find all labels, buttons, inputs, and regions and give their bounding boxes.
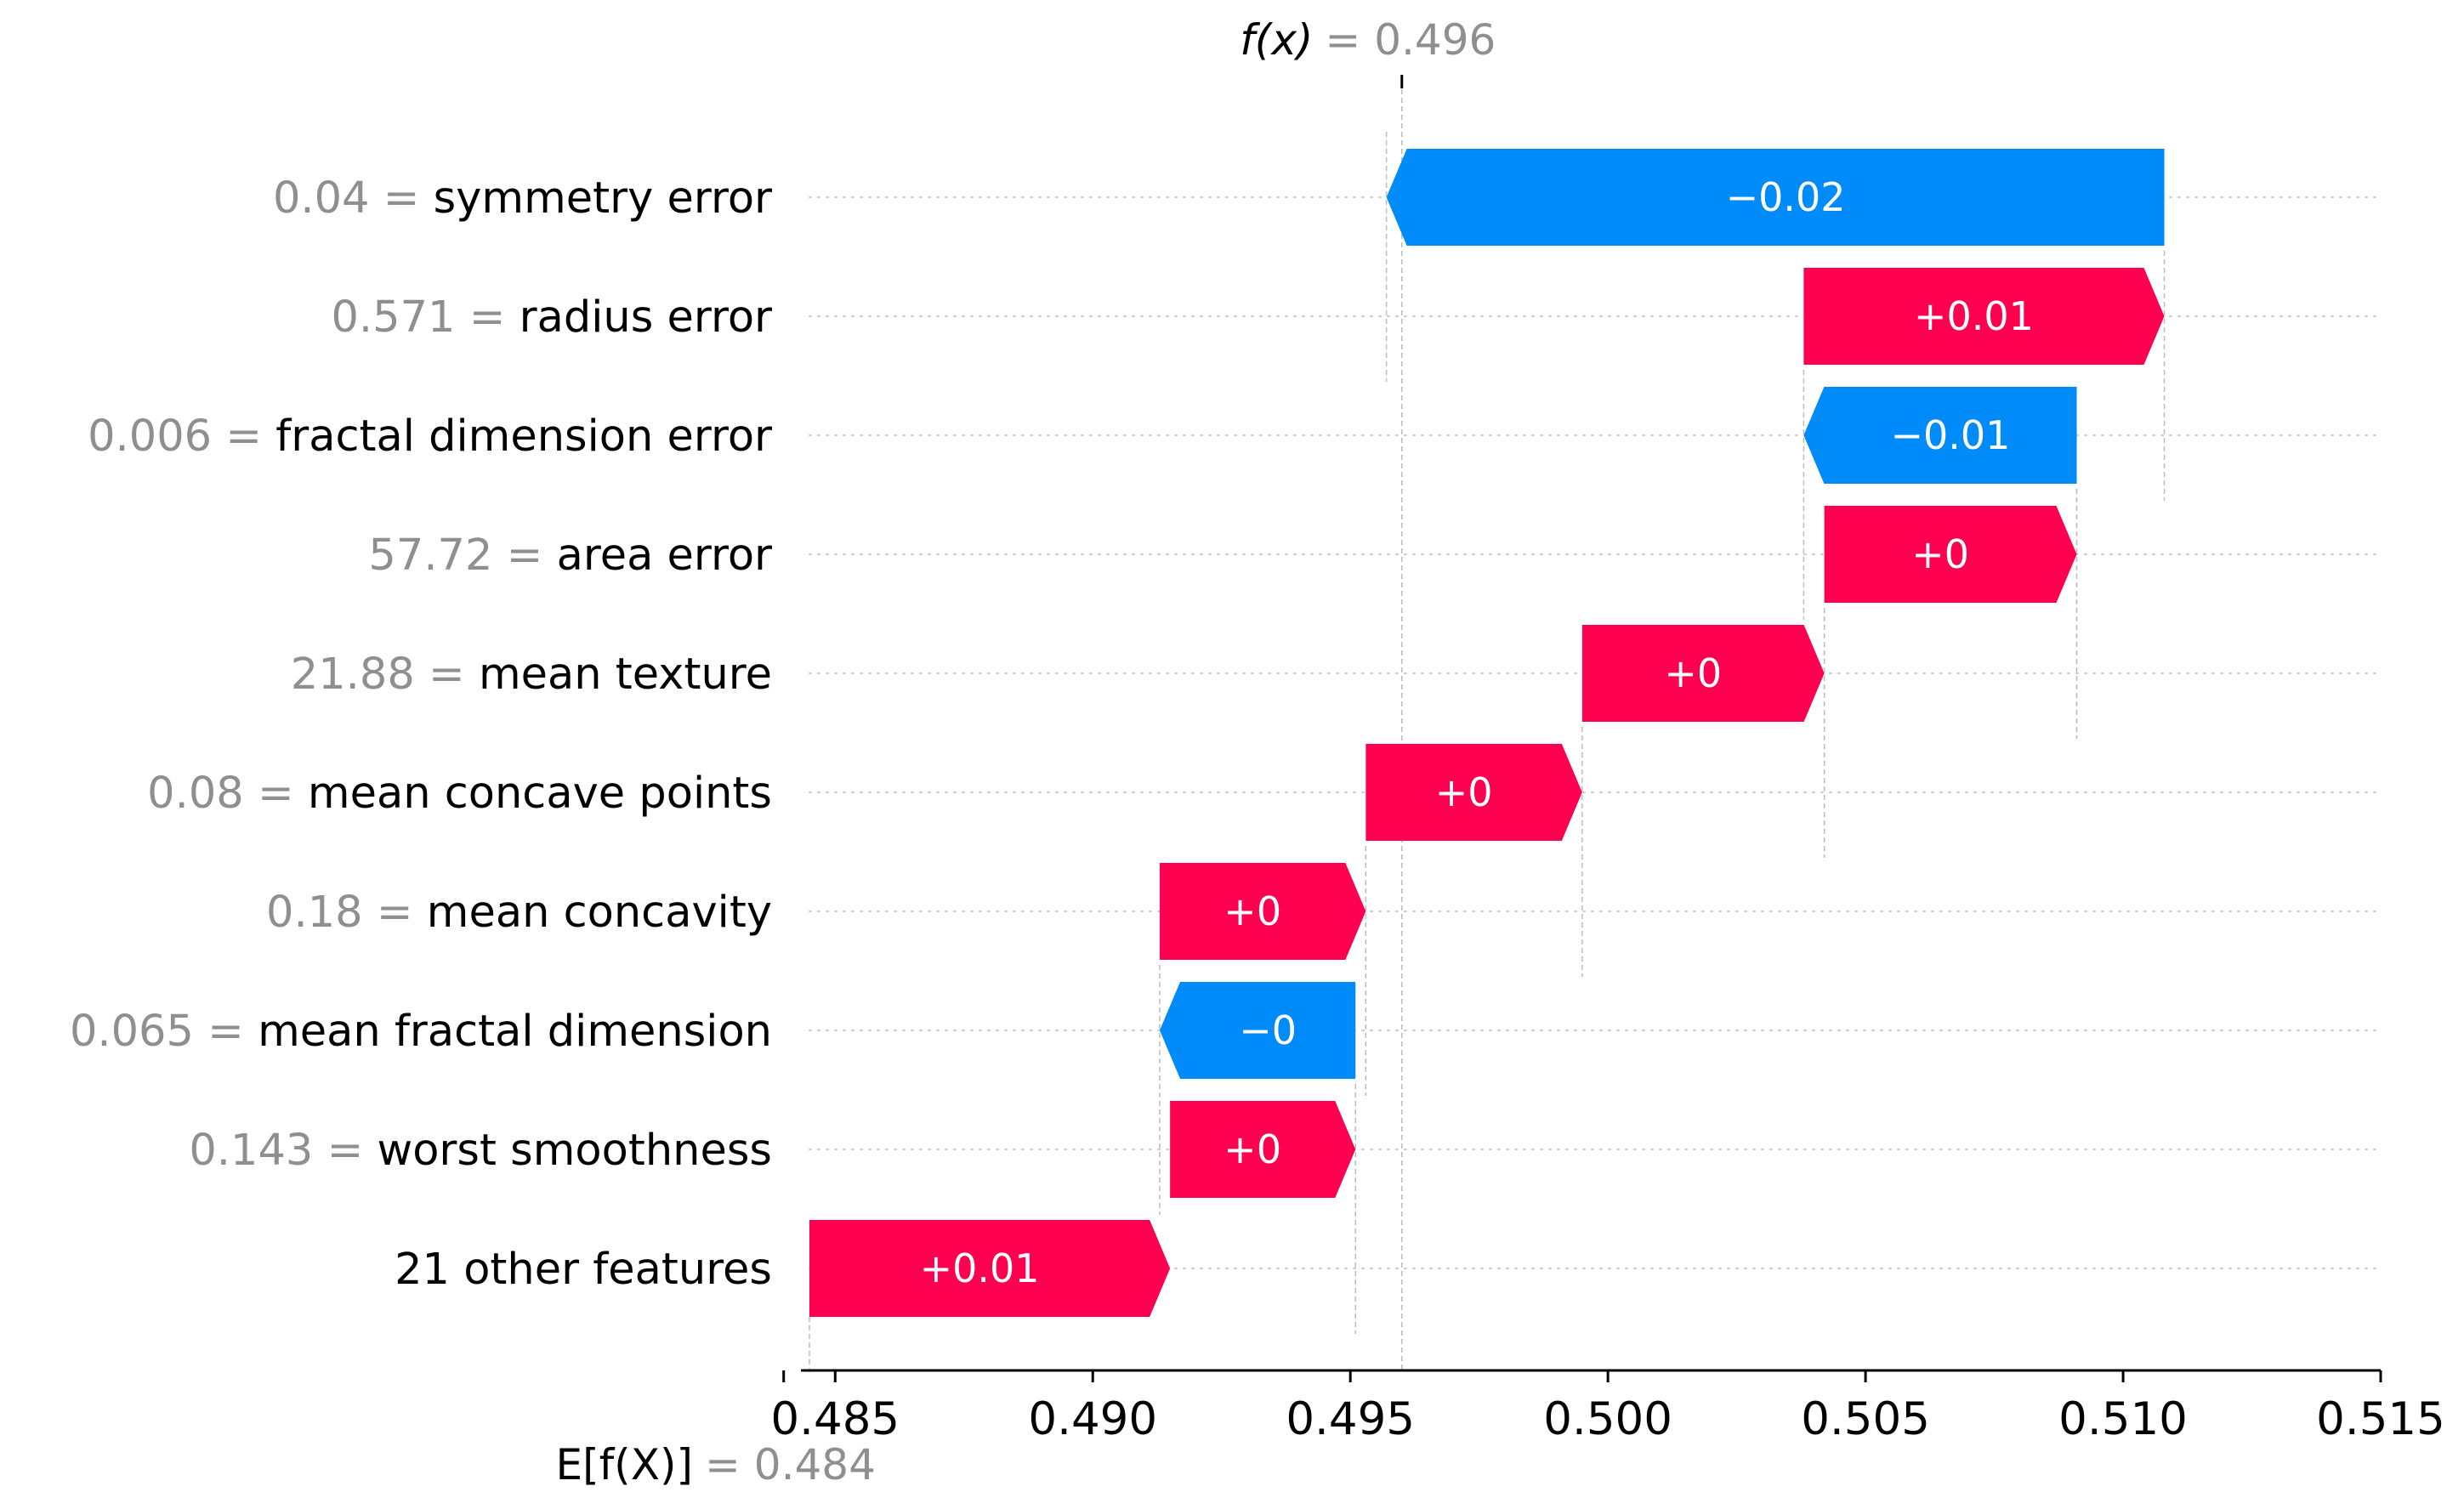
bar-value-label: −0 — [1239, 1007, 1297, 1053]
bar-value-label: +0 — [1435, 769, 1493, 815]
feature-value: 0.04 — [273, 173, 370, 224]
feature-label: 21 other features — [395, 1245, 772, 1295]
feature-labels: 0.04 = symmetry error 0.571 = radius erro… — [70, 173, 772, 1295]
feature-label: 0.04 = symmetry error — [273, 173, 772, 224]
equals-sign: = — [492, 530, 556, 581]
equals-sign: = — [456, 292, 519, 343]
feature-value: 57.72 — [368, 530, 492, 581]
feature-name: area error — [557, 530, 772, 581]
feature-label: 0.006 = fractal dimension error — [88, 411, 772, 462]
feature-label: 0.143 = worst smoothness — [189, 1126, 772, 1176]
bar-value-label: −0.02 — [1726, 174, 1846, 220]
feature-name: mean texture — [479, 650, 772, 700]
x-tick-label: 0.495 — [1286, 1393, 1415, 1445]
x-tick-label: 0.490 — [1028, 1393, 1157, 1445]
feature-label: 0.18 = mean concavity — [266, 888, 772, 938]
output-value-annotation: f(x) = 0.496 — [1240, 15, 1496, 65]
feature-name: mean fractal dimension — [258, 1007, 772, 1057]
feature-name: 21 other features — [395, 1245, 772, 1295]
base-value-annotation: E[f(X)] = 0.484 — [555, 1440, 875, 1489]
x-axis: 0.485 0.490 0.495 0.500 0.505 0.510 0.515 — [770, 1369, 2445, 1445]
feature-label: 21.88 = mean texture — [291, 650, 772, 700]
feature-name: radius error — [519, 292, 772, 343]
bar-value-label: +0 — [1223, 888, 1281, 934]
x-tick-label: 0.500 — [1543, 1393, 1672, 1445]
waterfall-bar — [1160, 982, 1356, 1079]
waterfall-bar — [1803, 387, 2077, 484]
guide-layer — [809, 81, 2166, 1370]
bar-value-label: +0 — [1911, 531, 1969, 577]
bar-value-label: +0 — [1664, 650, 1722, 696]
feature-name: symmetry error — [434, 173, 772, 224]
x-tick-label: 0.510 — [2058, 1393, 2188, 1445]
feature-value: 0.065 — [70, 1007, 194, 1057]
x-tick-label: 0.485 — [770, 1393, 900, 1445]
waterfall-bar — [1803, 268, 2165, 365]
equals-sign: = — [313, 1126, 377, 1176]
equals-sign: = — [194, 1007, 258, 1057]
bar-value-label: +0.01 — [1914, 293, 2034, 339]
x-tick-label: 0.505 — [1801, 1393, 1930, 1445]
equals-sign: = — [415, 650, 479, 700]
feature-name: fractal dimension error — [275, 411, 772, 462]
bar-value-label: +0 — [1223, 1126, 1281, 1172]
waterfall-bar — [1160, 863, 1366, 960]
feature-value: 21.88 — [291, 650, 415, 700]
waterfall-bar — [1581, 625, 1825, 722]
equals-sign: = — [244, 769, 308, 819]
feature-value: 0.08 — [147, 769, 244, 819]
feature-value: 0.006 — [88, 411, 212, 462]
base-value: = 0.484 — [705, 1440, 876, 1489]
waterfall-bar — [1386, 149, 2165, 246]
feature-label: 0.571 = radius error — [331, 292, 772, 343]
bar-layer: −0.02 +0.01 −0.01 +0 +0 +0 +0 −0 +0 +0.01 — [809, 149, 2165, 1317]
waterfall-bar — [1824, 506, 2077, 603]
annotations: f(x) = 0.496 E[f(X)] = 0.484 — [555, 15, 1496, 1489]
x-tick-label: 0.515 — [2316, 1393, 2445, 1445]
feature-value: 0.143 — [189, 1126, 313, 1176]
bar-value-label: −0.01 — [1890, 412, 2010, 458]
feature-name: worst smoothness — [378, 1126, 772, 1176]
feature-value: 0.18 — [266, 888, 363, 938]
bar-value-label: +0.01 — [920, 1245, 1040, 1291]
waterfall-bar — [1365, 744, 1582, 841]
equals-sign: = — [370, 173, 434, 224]
feature-label: 0.08 = mean concave points — [147, 769, 772, 819]
feature-name: mean concavity — [427, 888, 772, 938]
feature-name: mean concave points — [308, 769, 772, 819]
waterfall-bar — [1170, 1101, 1356, 1198]
equals-sign: = — [363, 888, 427, 938]
output-label: f(x) — [1240, 15, 1313, 65]
feature-label: 57.72 = area error — [368, 530, 772, 581]
base-label: E[f(X)] — [555, 1440, 692, 1489]
equals-sign: = — [212, 411, 275, 462]
feature-value: 0.571 — [331, 292, 455, 343]
output-value: = 0.496 — [1325, 15, 1496, 65]
feature-label: 0.065 = mean fractal dimension — [70, 1007, 772, 1057]
waterfall-bar — [809, 1220, 1171, 1317]
